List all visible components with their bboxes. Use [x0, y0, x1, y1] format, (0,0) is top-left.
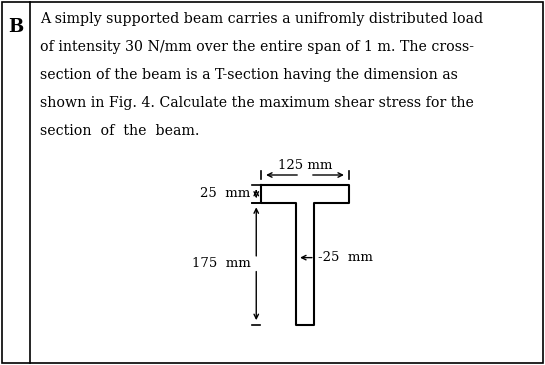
Text: A simply supported beam carries a unifromly distributed load: A simply supported beam carries a unifro… [40, 12, 483, 26]
Text: 175  mm: 175 mm [191, 257, 250, 270]
Text: -25  mm: -25 mm [318, 251, 373, 264]
Text: shown in Fig. 4. Calculate the maximum shear stress for the: shown in Fig. 4. Calculate the maximum s… [40, 96, 474, 110]
Text: of intensity 30 N/mm over the entire span of 1 m. The cross-: of intensity 30 N/mm over the entire spa… [40, 40, 474, 54]
Text: 125 mm: 125 mm [278, 159, 332, 172]
Text: 25  mm: 25 mm [200, 187, 250, 200]
Text: section  of  the  beam.: section of the beam. [40, 124, 199, 138]
Text: section of the beam is a T-section having the dimension as: section of the beam is a T-section havin… [40, 68, 458, 82]
Text: B: B [8, 18, 23, 36]
